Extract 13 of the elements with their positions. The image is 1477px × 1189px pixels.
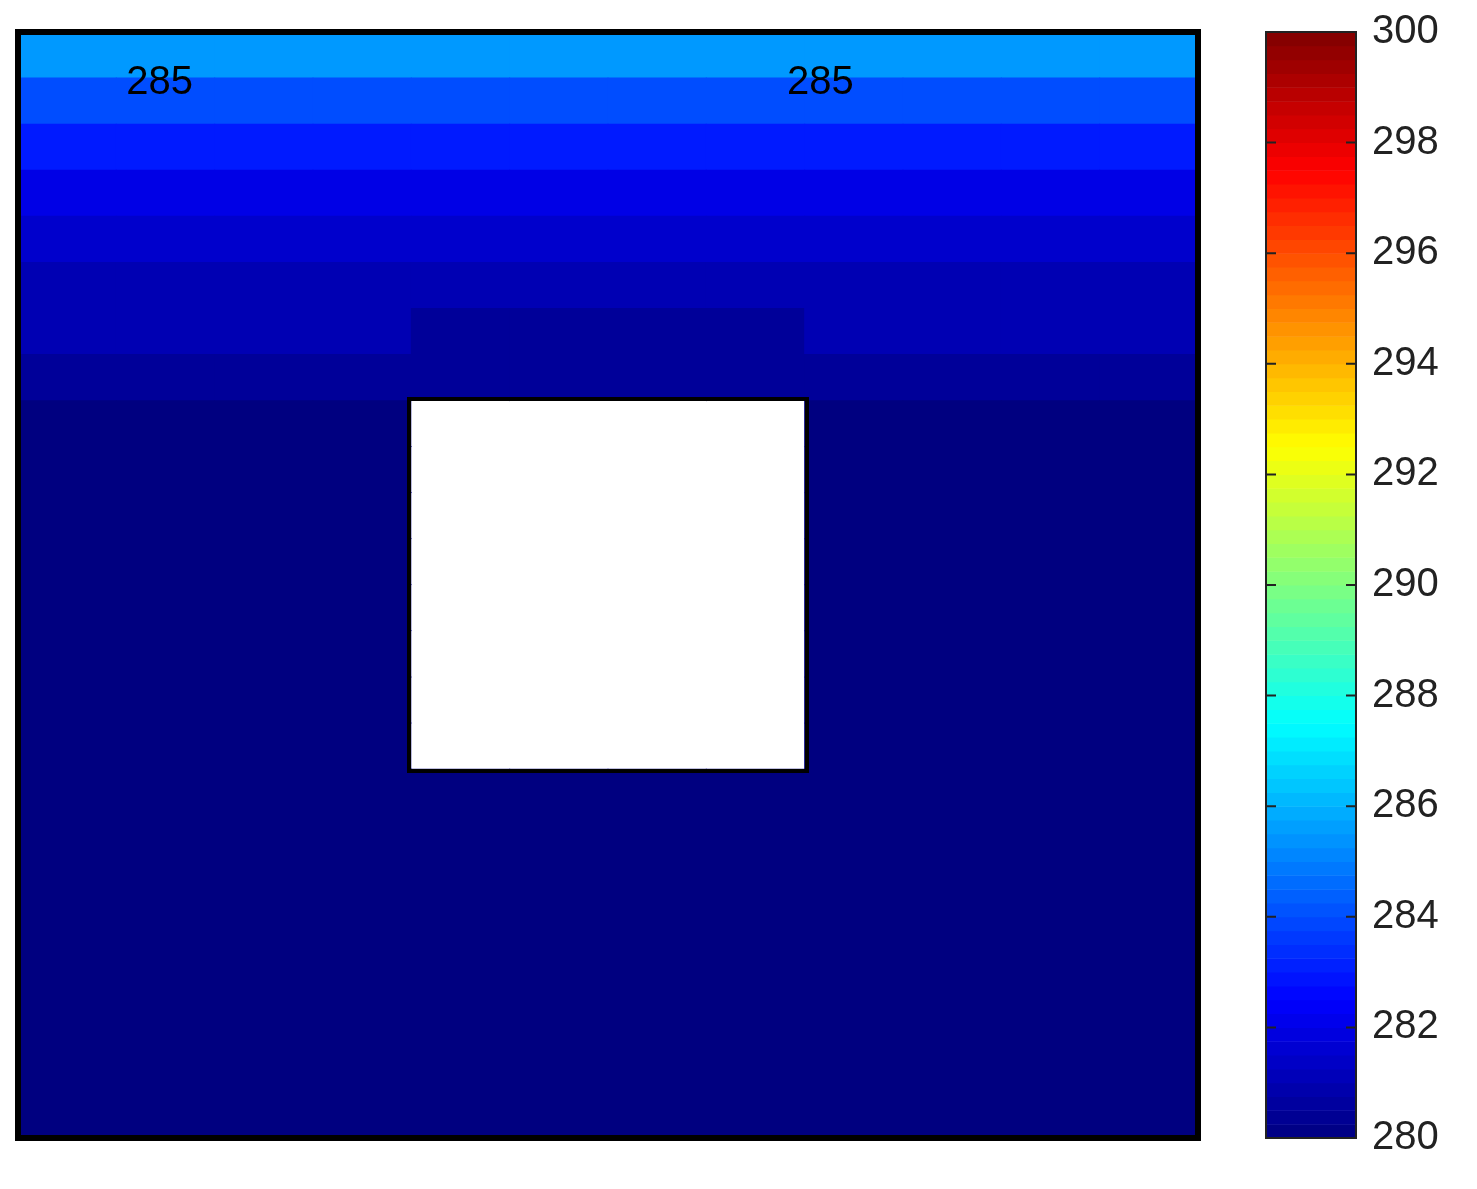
color-bar-label: 286: [1372, 781, 1439, 826]
color-bar-label: 300: [1372, 7, 1439, 52]
color-bar-label: 296: [1372, 228, 1439, 273]
annotation: 285: [787, 57, 854, 102]
color-bar-label: 290: [1372, 560, 1439, 605]
color-bar-label: 288: [1372, 670, 1439, 715]
annotation: 285: [126, 57, 193, 102]
color-bar-label: 298: [1372, 117, 1439, 162]
color-bar-label: 292: [1372, 449, 1439, 494]
color-bar-label: 282: [1372, 1002, 1439, 1047]
color-bar-label: 294: [1372, 338, 1439, 383]
color-bar-label: 284: [1372, 891, 1439, 936]
color-bar-label: 280: [1372, 1113, 1439, 1158]
